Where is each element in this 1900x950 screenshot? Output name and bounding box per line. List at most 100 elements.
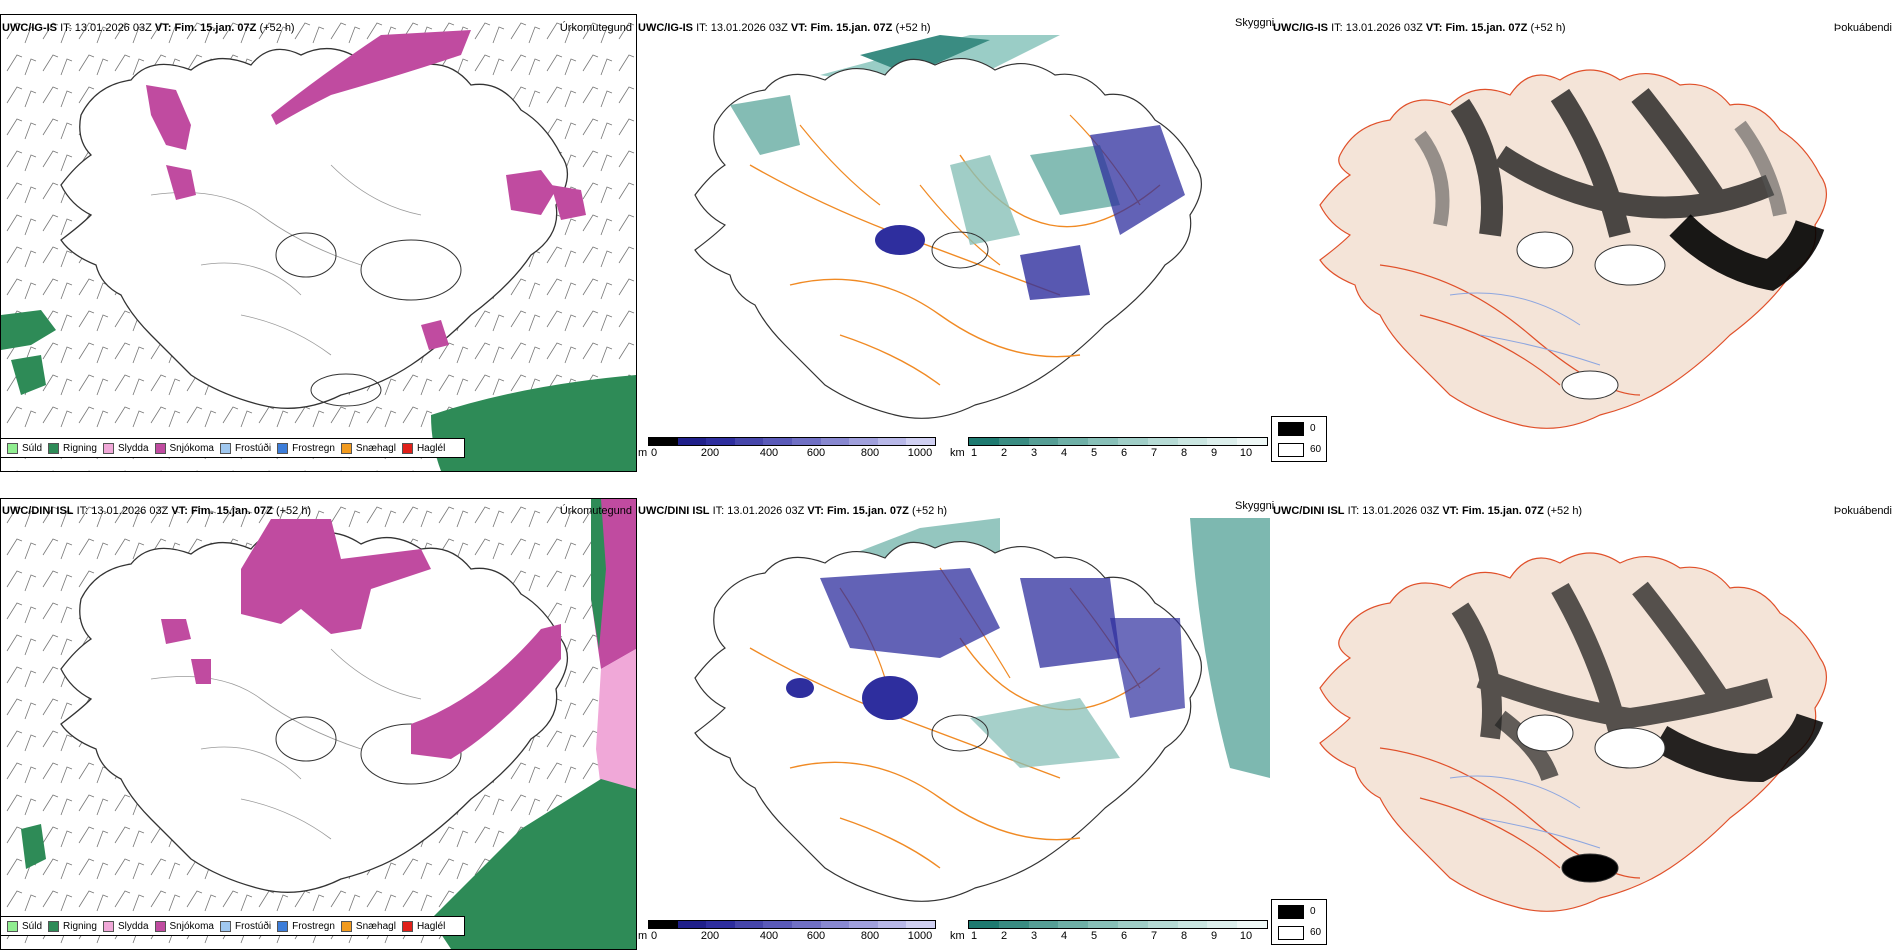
vt-value: Fim. 15.jan. 07Z bbox=[1445, 22, 1528, 34]
iceland-map-fog bbox=[1319, 552, 1828, 912]
legend-label: Snjókoma bbox=[169, 442, 214, 454]
colorbar-tick: 800 bbox=[860, 930, 880, 942]
panel-header: UWC/DINI ISL IT: 13.01.2026 03Z VT: Fim.… bbox=[638, 504, 947, 518]
colorbar-tick: 0 bbox=[650, 930, 658, 942]
fog-legend-label-high: 0 bbox=[1310, 906, 1316, 917]
fog-legend-label-low: 60 bbox=[1310, 444, 1322, 455]
colorbar-tick: 5 bbox=[1090, 930, 1098, 942]
colorbar-tick: 10 bbox=[1239, 447, 1253, 459]
iceland-map-fog bbox=[1319, 69, 1828, 429]
colorbar-tick: 3 bbox=[1030, 447, 1038, 459]
legend-label: Slydda bbox=[117, 442, 149, 454]
vt-label: VT: bbox=[1442, 505, 1459, 517]
legend-swatch bbox=[154, 920, 166, 932]
vt-label: VT: bbox=[154, 22, 172, 34]
vt-value: Fim. 15.jan. 07Z bbox=[190, 505, 273, 517]
lead-time: (+52 h) bbox=[895, 22, 931, 34]
legend-item: Rigning bbox=[48, 442, 97, 454]
legend-label: Súld bbox=[22, 920, 43, 932]
cloud-base-colorbar: m 0 200 400 600 800 1000 bbox=[638, 920, 936, 944]
colorbar-tick: 5 bbox=[1090, 447, 1098, 459]
fog-legend-swatch-low bbox=[1278, 443, 1304, 457]
lead-time: (+52 h) bbox=[275, 505, 312, 517]
legend-item: Haglél bbox=[401, 920, 446, 932]
legend-item: Rigning bbox=[48, 920, 97, 932]
colorbar-tick: 200 bbox=[700, 447, 720, 459]
iceland-map-precip-type bbox=[1, 499, 636, 949]
colorbar-tick: 4 bbox=[1060, 447, 1068, 459]
legend-swatch bbox=[48, 920, 60, 932]
lead-time: (+52 h) bbox=[259, 22, 295, 34]
colorbar-cells bbox=[648, 437, 936, 446]
model-name: UWC/IG-IS bbox=[638, 22, 693, 34]
colorbar-tick: 4 bbox=[1060, 930, 1068, 942]
fog-legend-swatch-low bbox=[1278, 926, 1304, 940]
fog-legend-label-high: 0 bbox=[1310, 423, 1316, 434]
legend-item: Súld bbox=[7, 442, 43, 454]
legend-label: Snæhagl bbox=[355, 920, 396, 932]
vt-label: VT: bbox=[171, 505, 188, 517]
colorbar-tick: 200 bbox=[700, 930, 720, 942]
legend-swatch bbox=[277, 442, 289, 454]
iceland-map-precip-type bbox=[1, 15, 636, 471]
it-value: 13.01.2026 03Z bbox=[74, 22, 152, 34]
legend-label: Frostúði bbox=[234, 442, 272, 454]
fog-legend: 0 60 bbox=[1271, 899, 1327, 945]
panel-title: Úrkomutegund bbox=[559, 505, 632, 517]
legend-label: Súld bbox=[22, 442, 43, 454]
precip-legend: Súld Rigning Slydda Snjókoma Frostúði Fr… bbox=[0, 916, 465, 936]
legend-swatch bbox=[401, 920, 413, 932]
legend-swatch bbox=[7, 920, 18, 932]
colorbar-tick: 2 bbox=[1000, 930, 1008, 942]
legend-item: Snæhagl bbox=[340, 442, 396, 454]
legend-swatch bbox=[401, 442, 413, 454]
panel-header: UWC/IG-IS IT: 13.01.2026 03Z VT: Fim. 15… bbox=[638, 21, 931, 35]
it-value: 13.01.2026 03Z bbox=[727, 505, 805, 517]
legend-swatch bbox=[219, 442, 231, 454]
legend-swatch bbox=[102, 920, 114, 932]
fog-legend-label-low: 60 bbox=[1310, 927, 1322, 938]
legend-item: Slydda bbox=[102, 442, 149, 454]
panel-title: Skyggni bbox=[1235, 17, 1275, 29]
panel-header: UWC/IG-IS IT: 13.01.2026 03Z VT: Fim. 15… bbox=[2, 21, 295, 35]
model-name: UWC/IG-IS bbox=[2, 22, 57, 34]
vt-label: VT: bbox=[790, 22, 808, 34]
colorbar-tick: 600 bbox=[806, 447, 826, 459]
vt-label: VT: bbox=[1425, 22, 1443, 34]
legend-item: Snæhagl bbox=[340, 920, 396, 932]
legend-swatch bbox=[277, 920, 289, 932]
legend-label: Rigning bbox=[63, 920, 97, 932]
legend-item: Snjókoma bbox=[154, 442, 214, 454]
colorbar-unit: m bbox=[638, 447, 648, 459]
legend-item: Snjókoma bbox=[154, 920, 214, 932]
it-label: IT: bbox=[712, 505, 725, 517]
legend-swatch bbox=[7, 442, 18, 454]
legend-label: Haglél bbox=[416, 920, 446, 932]
legend-swatch bbox=[219, 920, 231, 932]
colorbar-tick: 600 bbox=[806, 930, 826, 942]
colorbar-tick: 10 bbox=[1239, 930, 1253, 942]
colorbar-tick: 9 bbox=[1210, 447, 1218, 459]
legend-label: Snjókoma bbox=[169, 920, 214, 932]
legend-label: Slydda bbox=[117, 920, 149, 932]
visibility-colorbar: km 1 2 3 4 5 6 7 8 9 10 bbox=[950, 920, 1268, 944]
colorbar-tick: 800 bbox=[860, 447, 880, 459]
legend-label: Snæhagl bbox=[355, 442, 396, 454]
precip-legend: Súld Rigning Slydda Snjókoma Frostúði Fr… bbox=[0, 438, 465, 458]
vt-value: Fim. 15.jan. 07Z bbox=[174, 22, 257, 34]
vt-value: Fim. 15.jan. 07Z bbox=[810, 22, 893, 34]
it-label: IT: bbox=[60, 22, 72, 34]
vt-value: Fim. 15.jan. 07Z bbox=[1461, 505, 1544, 517]
lead-time: (+52 h) bbox=[1546, 505, 1583, 517]
legend-swatch bbox=[154, 442, 166, 454]
colorbar-cells bbox=[968, 437, 1268, 446]
legend-label: Frostúði bbox=[234, 920, 272, 932]
vt-value: Fim. 15.jan. 07Z bbox=[826, 505, 909, 517]
it-label: IT: bbox=[76, 505, 89, 517]
colorbar-tick: 400 bbox=[759, 930, 779, 942]
colorbar-tick: 7 bbox=[1150, 930, 1158, 942]
legend-item: Frostregn bbox=[277, 442, 335, 454]
colorbar-tick: 6 bbox=[1120, 447, 1128, 459]
legend-swatch bbox=[102, 442, 114, 454]
model-name: UWC/DINI ISL bbox=[638, 505, 710, 517]
